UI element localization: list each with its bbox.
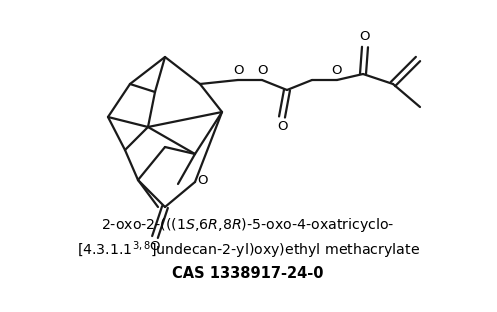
Text: O: O [257,64,267,76]
Text: O: O [332,64,342,76]
Text: 2-oxo-2-(((1$\mathit{S}$,6$\mathit{R}$,8$\mathit{R}$)-5-oxo-4-oxatricyclo-: 2-oxo-2-(((1$\mathit{S}$,6$\mathit{R}$,8… [101,216,395,234]
Text: O: O [198,173,208,187]
Text: O: O [150,241,160,253]
Text: O: O [233,64,243,76]
Text: O: O [360,31,370,43]
Text: O: O [277,120,287,134]
Text: CAS 1338917-24-0: CAS 1338917-24-0 [172,266,324,281]
Text: [4.3.1.1$^{3,8}$]undecan-2-yl)oxy)ethyl methacrylate: [4.3.1.1$^{3,8}$]undecan-2-yl)oxy)ethyl … [77,239,419,261]
